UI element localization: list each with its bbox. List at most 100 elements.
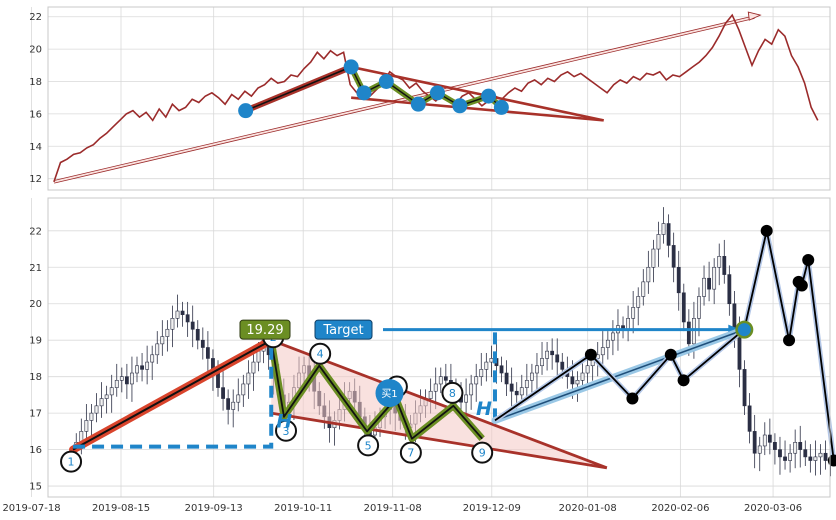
candle-body <box>823 452 828 461</box>
candle-body <box>443 376 448 381</box>
x-tick-label: 2020-01-08 <box>559 503 617 514</box>
candle-body <box>175 310 180 319</box>
top-marker <box>410 96 426 112</box>
pivot-point <box>677 374 690 387</box>
pattern-point-circle <box>275 419 298 442</box>
top-marker <box>493 99 509 115</box>
rally-line-core <box>72 339 272 451</box>
x-tick-label: 2019-11-08 <box>364 503 422 514</box>
pattern-point-label: 4 <box>317 348 324 361</box>
candle-body <box>509 383 514 392</box>
target-box-label: Target <box>322 323 363 338</box>
candle-body <box>555 354 560 363</box>
candle-body <box>216 372 220 388</box>
candle-body <box>99 398 104 407</box>
candle-body <box>114 380 119 388</box>
candle-body <box>535 365 539 374</box>
candle-body <box>737 332 742 370</box>
candle-body <box>246 372 251 385</box>
buy-marker-label: 买1 <box>381 388 397 400</box>
candle-body <box>702 277 706 297</box>
candle-body <box>580 372 585 381</box>
top-marker <box>429 85 445 101</box>
candle-body <box>519 387 524 396</box>
candle-body <box>524 380 529 388</box>
candle-body <box>798 442 803 450</box>
candle-body <box>464 394 468 403</box>
bottom-y-tick-label: 15 <box>29 482 42 493</box>
pivot-point <box>827 454 836 467</box>
pivot-path-glow <box>493 228 836 461</box>
pattern-point-circle <box>60 450 83 473</box>
candle-body <box>479 369 484 377</box>
pivot-point <box>760 224 773 237</box>
x-tick-label: 2020-03-06 <box>744 503 802 514</box>
candle-body <box>570 376 575 385</box>
price-box-label: 19.29 <box>246 323 283 338</box>
top-long-arrow <box>53 16 755 183</box>
candle-body <box>89 412 94 421</box>
candle-body <box>84 420 89 432</box>
candle-body <box>545 350 549 359</box>
candle-body <box>585 365 590 374</box>
candle-body <box>575 380 580 385</box>
candle-body <box>160 336 165 345</box>
top-y-tick-label: 18 <box>29 77 42 88</box>
candle-body <box>686 321 691 345</box>
candle-body <box>94 405 99 414</box>
candle-body <box>818 452 823 458</box>
candle-body <box>155 343 160 356</box>
candle-body <box>793 442 798 454</box>
pivot-point <box>626 392 639 405</box>
candle-body <box>803 449 808 458</box>
candle-body <box>707 277 711 290</box>
candle-body <box>636 296 641 308</box>
pattern-point-circle <box>309 342 332 365</box>
top-marker <box>343 59 359 75</box>
candle-body <box>540 358 544 367</box>
candle-body <box>611 332 615 341</box>
pattern-point-label: 5 <box>365 439 372 452</box>
candle-body <box>742 369 747 407</box>
candle-body <box>428 390 433 399</box>
candle-body <box>504 372 509 385</box>
pattern-point-circle <box>357 434 380 457</box>
candle-body <box>671 245 676 268</box>
candle-body <box>180 310 185 315</box>
candle-body <box>530 372 534 381</box>
candle-body <box>600 347 605 356</box>
candle-body <box>170 318 175 330</box>
candle-body <box>469 383 474 396</box>
triangle-lower-line <box>271 411 608 470</box>
candle-body <box>641 281 646 297</box>
pattern-point-label: 1 <box>68 456 75 469</box>
candle-body <box>231 401 236 410</box>
x-tick-label: 2019-07-18 <box>2 503 60 514</box>
pattern-point-circle <box>441 381 464 404</box>
candle-body <box>140 365 144 370</box>
buy-marker <box>375 379 404 408</box>
candle-body <box>256 350 261 363</box>
height-measure-left <box>73 340 274 449</box>
candle-body <box>484 361 489 370</box>
candle-body <box>747 405 752 432</box>
candle-body <box>813 456 818 461</box>
candle-body <box>646 266 651 283</box>
candle-body <box>752 431 757 454</box>
candle-body <box>236 394 241 403</box>
x-tick-label: 2019-08-15 <box>92 503 150 514</box>
top-panel-frame <box>47 6 831 191</box>
target-marker <box>737 323 751 337</box>
candle-body <box>757 445 762 454</box>
candle-body <box>145 361 150 370</box>
pattern-point-label: 8 <box>449 387 456 400</box>
pattern-point-circle <box>399 441 422 464</box>
x-tick-label: 2020-02-06 <box>651 503 709 514</box>
candle-body <box>221 387 225 399</box>
candle-body <box>778 449 782 458</box>
pattern-point-circle <box>471 441 494 464</box>
top-y-tick-label: 22 <box>29 12 42 23</box>
candle-body <box>165 328 170 337</box>
candle-body <box>631 307 636 319</box>
